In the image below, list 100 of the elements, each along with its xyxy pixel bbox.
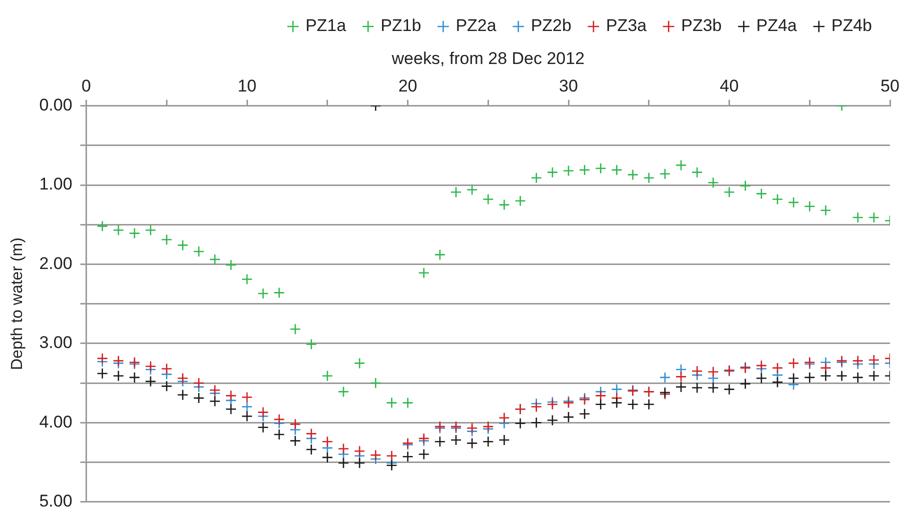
point [386,450,398,462]
point [370,377,382,389]
legend-label: PZ4a [756,16,798,36]
point [804,200,816,212]
y-tick-label: 1.00 [39,174,72,194]
legend-label: PZ1b [380,16,422,36]
point [290,418,301,430]
point [562,165,574,176]
point [466,184,478,196]
point [756,188,768,200]
point [546,398,558,410]
point [498,412,510,424]
x-tick-label: 50 [880,76,900,96]
point [274,287,285,298]
y-tick-label: 2.00 [39,254,72,273]
point [482,420,494,432]
point [562,411,574,423]
point [482,194,494,205]
point [418,432,430,444]
legend-label: PZ3b [681,16,722,36]
point [112,355,124,366]
point [724,186,735,198]
point [290,435,301,446]
y-axis-title: Depth to water (m) [9,238,26,370]
point [772,362,784,374]
point [820,362,832,374]
point [675,160,687,171]
point [354,445,366,457]
point [772,376,784,388]
point [627,169,638,180]
point [402,451,414,462]
point [788,196,800,208]
point [820,370,832,382]
point [852,372,864,384]
point [257,406,269,418]
point [691,382,703,394]
point [193,377,204,389]
point [354,457,366,469]
point [595,162,606,174]
point [675,381,687,393]
point [96,368,108,380]
point [418,448,430,460]
x-tick-label: 40 [720,76,739,96]
point [611,164,622,176]
point [96,220,108,232]
point [418,267,430,279]
point [161,363,172,374]
x-tick-label: 10 [238,76,256,96]
point [274,414,285,426]
point [274,428,285,440]
point [225,403,237,415]
point [257,288,269,300]
point [756,360,768,372]
x-tick-label: 0 [82,76,92,96]
point [708,366,719,378]
point [546,166,558,178]
point [482,436,494,448]
point [434,249,446,260]
point [659,372,671,384]
point [161,234,172,246]
legend-label: PZ2a [456,16,497,36]
point [338,443,350,454]
y-tick-label: 5.00 [39,491,72,510]
legend-label: PZ4b [831,16,872,36]
point [386,460,398,472]
point [322,370,334,382]
point [209,384,221,396]
point [193,392,204,404]
legend-label: PZ1a [305,16,347,36]
point [804,372,816,384]
point [177,389,188,401]
point [611,397,622,408]
point [820,204,832,216]
point [338,386,350,398]
x-tick-label: 20 [398,76,418,96]
point [756,372,768,384]
point [578,164,590,176]
point [788,358,800,369]
point [498,434,510,446]
point [724,384,735,395]
point [434,436,446,448]
point [868,354,880,366]
point [306,428,317,440]
point [852,212,864,224]
point [225,259,237,271]
point [209,254,221,266]
point [868,370,880,382]
point [498,199,510,210]
point [386,397,398,408]
point [338,457,350,469]
point [530,416,542,428]
point [144,360,156,372]
point [643,172,655,184]
point [241,274,253,285]
point [225,390,237,402]
y-tick-label: 4.00 [39,412,72,432]
point [144,376,156,388]
point [370,449,382,461]
point [290,323,301,335]
point [450,434,462,446]
